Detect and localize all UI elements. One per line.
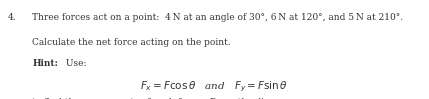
Text: Use:: Use:	[63, 59, 87, 68]
Text: $F_x = F\cos\theta$   and   $F_y = F\sin\theta$: $F_x = F\cos\theta$ and $F_y = F\sin\the…	[140, 79, 289, 94]
Text: Three forces act on a point:  4 N at an angle of 30°, 6 N at 120°, and 5 N at 21: Three forces act on a point: 4 N at an a…	[32, 13, 403, 22]
Text: Hint:: Hint:	[32, 59, 58, 68]
Text: 4.: 4.	[8, 13, 16, 22]
Text: to find the components of each force.  Draw the diagram.: to find the components of each force. Dr…	[32, 98, 297, 99]
Text: Calculate the net force acting on the point.: Calculate the net force acting on the po…	[32, 38, 231, 47]
